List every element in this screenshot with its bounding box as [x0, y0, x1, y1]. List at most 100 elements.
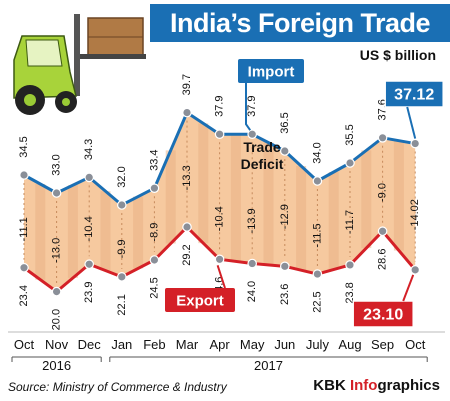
import-point: [279, 146, 290, 156]
import-value-label: 34.5: [18, 136, 30, 157]
export-tag: [165, 288, 235, 312]
import-point: [19, 170, 29, 180]
x-tick-label: Feb: [143, 337, 165, 352]
deficit-stripe: [35, 184, 46, 280]
import-value-label: 34.3: [83, 139, 95, 160]
deficit-value-label: -9.9: [116, 239, 128, 258]
brand-rest: graphics: [377, 377, 440, 394]
deficit-value-label: -13.9: [246, 208, 258, 233]
export-value-label: 29.2: [181, 244, 193, 265]
import-point: [149, 183, 160, 193]
export-point: [117, 272, 127, 282]
export-point: [247, 258, 257, 269]
import-value-label: 32.0: [116, 166, 128, 187]
export-pointer: [216, 264, 226, 289]
export-tag-label: Export: [176, 293, 224, 310]
deficit-stripe: [328, 172, 339, 270]
export-point: [182, 222, 192, 232]
deficit-value-label: -9.0: [377, 183, 389, 202]
x-tick-label: July: [306, 337, 330, 352]
x-tick-label: Oct: [14, 337, 35, 352]
export-value-label: 22.1: [116, 294, 128, 315]
deficit-stripe: [230, 134, 241, 262]
forklift-mast: [74, 14, 80, 96]
forklift-forks: [80, 54, 146, 59]
import-value-label: 37.9: [214, 95, 226, 116]
unit-label: US $ billion: [359, 47, 436, 63]
deficit-stripe: [296, 166, 307, 271]
export-value-label: 28.6: [377, 249, 389, 270]
deficit-value-label: -11.1: [18, 217, 30, 241]
deficit-value-label: -13.0: [51, 238, 63, 263]
import-point: [51, 188, 62, 198]
deficit-value-label: -13.3: [181, 165, 193, 190]
export-point: [410, 265, 420, 275]
deficit-stripe: [198, 123, 209, 244]
deficit-stripe: [165, 150, 176, 244]
export-value-label: 23.4: [18, 285, 30, 306]
forklift-rear-hub: [24, 94, 36, 106]
export-point: [345, 260, 355, 270]
import-tag-label: Import: [248, 64, 295, 81]
deficit-value-label: -10.4: [83, 216, 95, 241]
import-value-label: 39.7: [181, 74, 193, 95]
export-point: [279, 261, 290, 272]
export-point: [19, 262, 29, 273]
page-title: India’s Foreign Trade: [169, 8, 431, 38]
deficit-stripe: [393, 140, 404, 251]
deficit-stripe: [67, 185, 78, 278]
export-point: [377, 226, 388, 237]
export-point: [312, 269, 323, 279]
latest-import-badge: [384, 80, 444, 108]
brand-logo: KBK Infographics: [313, 377, 440, 394]
deficit-value-label: -11.7: [344, 210, 356, 234]
import-pointer: [245, 83, 252, 131]
import-point: [345, 158, 355, 168]
deficit-value-label: -14.02: [409, 199, 421, 230]
import-value-label: 36.5: [279, 112, 291, 133]
year-label: 2016: [42, 358, 71, 373]
forklift-illustration: [13, 14, 146, 115]
value-labels: 34.5 23.4 -11.1 33.0 20.0 -13.0 34.3 23.9 -10.4 3…: [18, 74, 421, 330]
export-value-label: 23.9: [83, 282, 95, 303]
import-point: [214, 129, 225, 139]
x-tick-label: Apr: [209, 337, 230, 352]
import-point: [84, 172, 94, 183]
x-axis: Oct Nov Dec Jan Feb Mar Apr May Jun July Aug Sep Oct…: [8, 331, 445, 373]
deficit-value-label: -8.9: [148, 223, 160, 242]
export-value-label: 23.8: [344, 282, 356, 303]
latest-import-pointer: [406, 106, 417, 139]
import-value-label: 34.0: [311, 142, 323, 163]
deficit-stripe: [263, 142, 274, 265]
x-tick-label: Oct: [405, 337, 426, 352]
import-point: [410, 138, 420, 149]
x-tick-label: Jun: [274, 337, 295, 352]
export-point: [84, 259, 94, 270]
export-point: [149, 255, 160, 265]
export-value-label: 22.5: [311, 291, 323, 312]
import-value-label: 33.0: [51, 154, 63, 175]
source-note: Source: Ministry of Commerce & Industry: [8, 380, 227, 394]
import-point: [247, 129, 257, 139]
x-tick-label: Sep: [371, 337, 394, 352]
deficit-stripe: [133, 196, 144, 269]
latest-import-value: 37.12: [394, 87, 434, 104]
year-label: 2017: [254, 358, 283, 373]
brand-dark: KBK: [313, 377, 350, 394]
deficit-stripe: [361, 150, 372, 249]
x-tick-label: Mar: [176, 337, 199, 352]
title-banner: [150, 4, 450, 42]
import-tag: [238, 59, 304, 83]
deficit-value-label: -12.9: [279, 204, 291, 229]
import-point: [182, 107, 192, 118]
trade-deficit-label-bottom: Deficit: [241, 156, 284, 172]
x-tick-label: Dec: [78, 337, 102, 352]
export-value-label: 20.0: [51, 309, 63, 330]
latest-export-badge: [352, 300, 414, 328]
deficit-value-label: -11.5: [311, 223, 323, 247]
import-point: [117, 200, 127, 210]
x-tick-label: Jan: [111, 337, 132, 352]
